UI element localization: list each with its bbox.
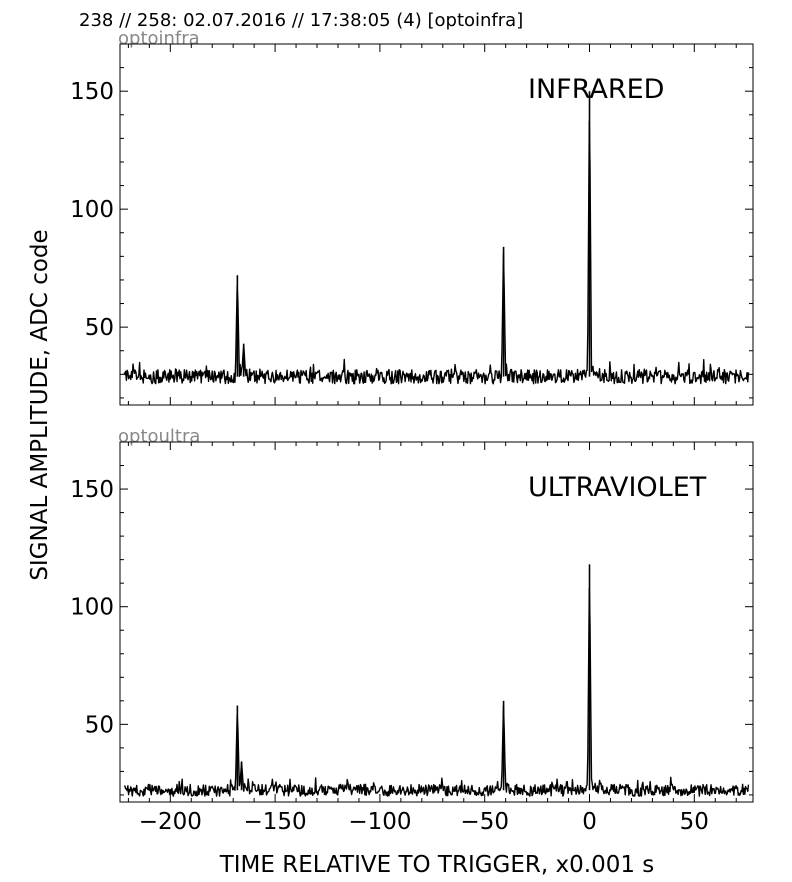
trace-group-infrared <box>123 91 750 385</box>
plot-frame-ultraviolet <box>119 441 754 803</box>
y-axis-label: SIGNAL AMPLITUDE, ADC code <box>27 229 53 580</box>
ticks-group-infrared: 50 100 150 <box>70 43 753 405</box>
panel-ultraviolet: optoultra 50 100 150 −200 −150 −100 −50 0 50 ULT… <box>70 426 754 835</box>
y-tick-label: 50 <box>85 712 114 738</box>
panel-tag-infrared: optoinfra <box>118 28 200 49</box>
panel-infrared: optoinfra 50 100 150 INFRARED <box>70 28 754 406</box>
x-tick-label: 50 <box>680 809 709 835</box>
y-tick-label: 150 <box>70 79 114 105</box>
x-tick-label: −150 <box>244 809 307 835</box>
x-tick-label: −100 <box>348 809 411 835</box>
annotation-ultraviolet: ULTRAVIOLET <box>528 472 707 503</box>
y-tick-label: 100 <box>70 595 114 621</box>
signal-trace-ultraviolet <box>124 587 750 797</box>
x-tick-label: −50 <box>460 809 509 835</box>
x-tick-label: −200 <box>139 809 202 835</box>
figure-header: 238 // 258: 02.07.2016 // 17:38:05 (4) [… <box>79 10 523 31</box>
plot-frame-infrared <box>119 43 754 406</box>
panel-tag-ultraviolet: optoultra <box>118 426 200 447</box>
annotation-infrared: INFRARED <box>528 74 664 105</box>
signal-trace-infrared <box>123 120 750 385</box>
y-tick-label: 150 <box>70 477 114 503</box>
y-tick-label: 50 <box>85 315 114 341</box>
y-tick-label: 100 <box>70 197 114 223</box>
x-axis-label: TIME RELATIVE TO TRIGGER, x0.001 s <box>219 852 655 878</box>
ticks-group-ultraviolet: 50 100 150 −200 −150 −100 −50 0 50 <box>70 441 753 835</box>
trace-group-ultraviolet <box>124 564 750 797</box>
x-tick-label: 0 <box>582 809 597 835</box>
